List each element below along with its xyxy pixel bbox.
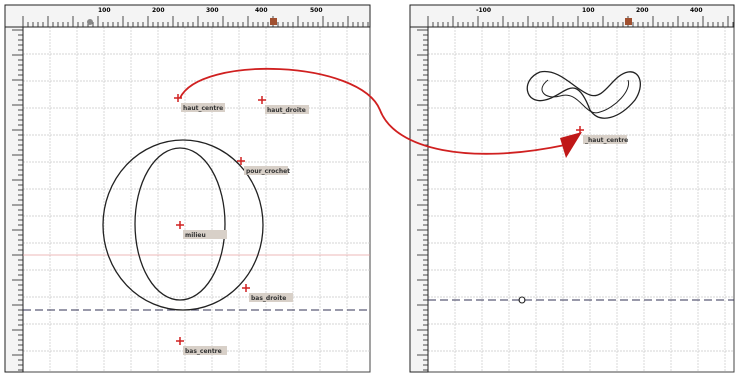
anchor-label: haut_centre xyxy=(183,105,223,112)
ruler-label: 400 xyxy=(690,7,703,14)
ruler-label: 400 xyxy=(255,7,268,14)
panel-frame xyxy=(410,5,734,372)
ruler-top xyxy=(410,5,734,27)
right-panel: -100 100 200 400 _haut_centre xyxy=(410,5,734,372)
ruler-label: 100 xyxy=(98,7,111,14)
anchor-label: milieu xyxy=(185,232,206,239)
marker xyxy=(625,18,632,25)
ruler-label: 200 xyxy=(152,7,165,14)
ruler-label: 100 xyxy=(582,7,595,14)
anchor-label: bas_centre xyxy=(185,348,222,355)
anchor-label: bas_droite xyxy=(251,295,286,302)
marker xyxy=(87,19,93,25)
panel-frame xyxy=(5,5,370,372)
marker xyxy=(270,18,277,25)
anchor-label: haut_droite xyxy=(267,107,306,114)
left-panel: 100 200 300 400 500 haut_centre haut_droi… xyxy=(5,5,370,372)
screenshot: 100 200 300 400 500 haut_centre haut_droi… xyxy=(0,0,735,378)
ruler-label: -100 xyxy=(476,7,491,14)
ruler-label: 200 xyxy=(636,7,649,14)
anchor-label: pour_crochet xyxy=(246,168,290,175)
anchor-label: _haut_centre xyxy=(585,137,628,144)
ruler-label: 500 xyxy=(310,7,323,14)
ruler-label: 300 xyxy=(206,7,219,14)
